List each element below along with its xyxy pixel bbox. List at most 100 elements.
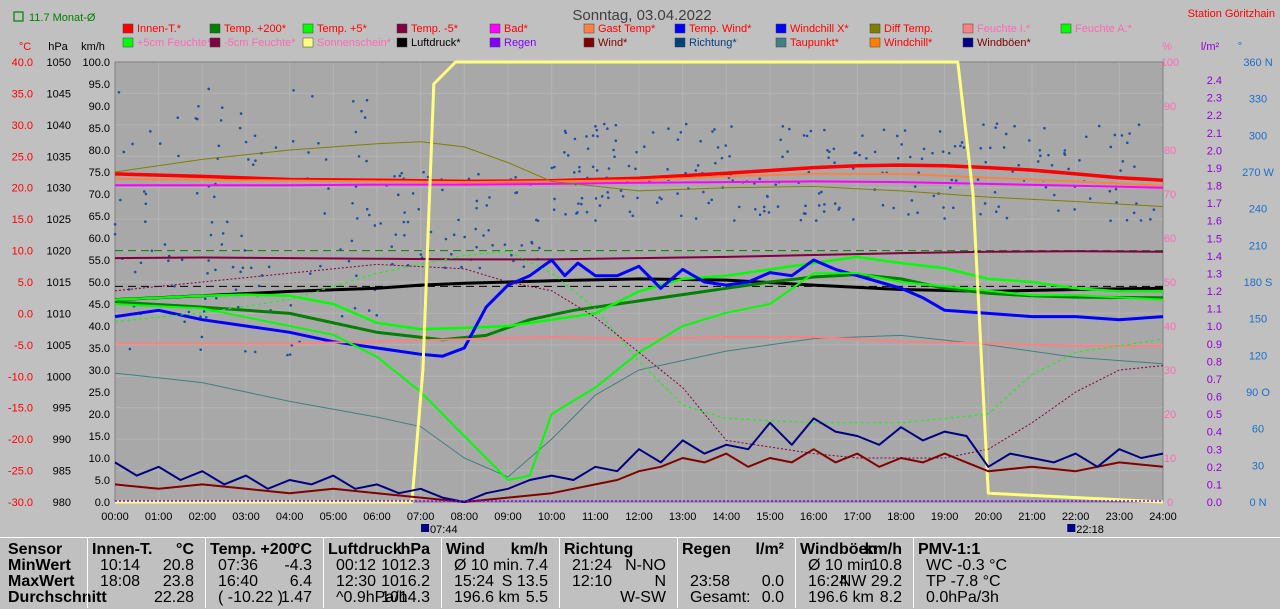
summary-time: Gesamt: [690, 589, 751, 606]
summary-time: Ø 10 min. [454, 557, 524, 574]
direction-point [209, 233, 213, 237]
direction-point [952, 206, 955, 210]
direction-point [317, 141, 320, 145]
direction-point [679, 130, 683, 134]
direction-point [853, 151, 857, 155]
direction-point [953, 144, 957, 148]
direction-point [696, 164, 700, 167]
legend-swatch [583, 37, 595, 48]
direction-point [676, 138, 680, 141]
direction-point [467, 177, 471, 181]
direction-point [666, 168, 669, 171]
series-bad [115, 180, 1164, 189]
direction-point [231, 265, 235, 269]
axis-tick-left: 40.0 [89, 321, 110, 333]
axis-tick-x: 05:00 [320, 511, 348, 523]
direction-point [895, 134, 899, 138]
direction-point [477, 172, 480, 176]
axis-tick-x: 00:00 [101, 511, 129, 523]
direction-point [643, 145, 646, 149]
direction-point [679, 214, 683, 218]
direction-point [563, 151, 566, 154]
direction-point [194, 117, 198, 120]
axis-tick-left: 15.0 [89, 431, 110, 443]
direction-point [580, 196, 584, 200]
axis-tick-x: 17:00 [844, 511, 872, 523]
direction-point [311, 94, 314, 98]
direction-point [658, 196, 661, 199]
direction-point [896, 156, 900, 160]
direction-point [707, 201, 710, 205]
axis-tick-left: 20.0 [12, 183, 33, 195]
axis-tick-left: 25.0 [89, 387, 110, 399]
direction-point [475, 245, 478, 249]
direction-point [1078, 159, 1081, 162]
direction-point [398, 174, 402, 178]
direction-point [938, 130, 942, 133]
summary-separator [441, 537, 442, 608]
axis-tick-left: 1045 [47, 88, 71, 100]
axis-unit-left: hPa [48, 41, 68, 53]
axis-tick-right: 40 [1164, 321, 1176, 333]
axis-tick-left: 5.0 [95, 475, 110, 487]
axis-tick-right: 0.1 [1207, 479, 1222, 491]
direction-point [833, 161, 836, 165]
legend-label: Windböen* [977, 37, 1032, 49]
axis-tick-right: 1.2 [1207, 286, 1222, 298]
direction-point [1119, 169, 1122, 172]
axis-tick-right: 10 [1164, 453, 1176, 465]
direction-point [917, 171, 920, 174]
direction-point [503, 243, 507, 246]
summary-time: 0.0hPa/3h [926, 589, 999, 606]
direction-point [667, 127, 670, 130]
direction-point [393, 174, 396, 178]
axis-tick-left: 1035 [47, 151, 71, 163]
direction-point [976, 178, 980, 181]
axis-tick-left: -30.0 [8, 497, 33, 509]
direction-point [932, 194, 936, 198]
direction-point [379, 222, 383, 225]
direction-point [728, 154, 731, 158]
axis-tick-right: 1.3 [1207, 268, 1222, 280]
axis-tick-right: 2.1 [1207, 128, 1222, 140]
axis-tick-right: 0.8 [1207, 356, 1222, 368]
axis-tick-x: 09:00 [494, 511, 522, 523]
axis-tick-x: 13:00 [669, 511, 697, 523]
direction-point [292, 89, 295, 92]
direction-point [882, 128, 886, 132]
summary-time: 00:12 [336, 557, 377, 574]
direction-point [241, 266, 245, 270]
direction-point [716, 146, 720, 149]
axis-tick-left: 1000 [47, 371, 71, 383]
series-windb-en [114, 417, 1164, 503]
direction-point [365, 98, 369, 102]
direction-point [117, 90, 121, 94]
summary-value: 7.4 [525, 557, 548, 574]
direction-point [351, 201, 354, 205]
summary-block-unit: hPa [400, 541, 430, 558]
axis-tick-right: 1.4 [1207, 251, 1222, 263]
direction-point [197, 104, 200, 108]
axis-tick-right: 300 [1249, 130, 1267, 142]
direction-point [995, 122, 999, 125]
direction-point [122, 150, 126, 154]
summary-block-title: Wind [446, 541, 485, 558]
direction-point [817, 192, 821, 195]
direction-point [239, 112, 243, 115]
direction-point [463, 235, 466, 239]
axis-tick-left: 75.0 [89, 167, 110, 179]
legend-label: Bad* [504, 23, 529, 35]
direction-point [244, 349, 247, 353]
direction-point [482, 234, 485, 237]
direction-point [204, 315, 208, 319]
direction-point [781, 155, 784, 159]
axis-tick-left: 0.0 [18, 308, 33, 320]
chart-title: Sonntag, 03.04.2022 [572, 7, 711, 24]
summary-value: N [654, 573, 666, 590]
summary-separator [205, 537, 206, 608]
direction-point [621, 195, 625, 198]
direction-point [634, 167, 637, 171]
axis-tick-right: 1.6 [1207, 216, 1222, 228]
direction-point [417, 207, 421, 211]
axis-tick-left: 1010 [47, 308, 71, 320]
